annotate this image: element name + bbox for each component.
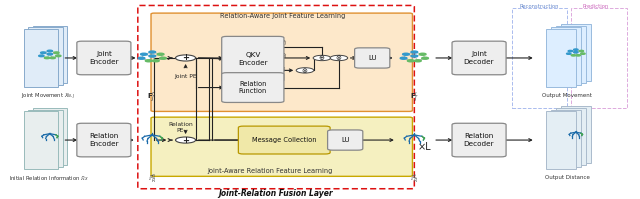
Circle shape: [56, 55, 61, 57]
Text: QKV
Encoder: QKV Encoder: [238, 52, 268, 66]
Text: Relation
PE: Relation PE: [168, 122, 193, 133]
Circle shape: [40, 52, 46, 54]
Text: Prediction: Prediction: [582, 4, 609, 9]
Circle shape: [47, 53, 52, 55]
Text: Reconstruction: Reconstruction: [519, 4, 559, 9]
Circle shape: [573, 52, 578, 53]
FancyBboxPatch shape: [221, 73, 284, 102]
Circle shape: [157, 53, 164, 55]
Circle shape: [573, 49, 578, 50]
Text: +: +: [182, 54, 189, 62]
Circle shape: [175, 137, 196, 143]
Circle shape: [149, 51, 156, 53]
Circle shape: [145, 60, 152, 62]
Circle shape: [576, 55, 580, 56]
Circle shape: [141, 53, 147, 55]
FancyBboxPatch shape: [77, 123, 131, 157]
Circle shape: [38, 55, 44, 57]
FancyBboxPatch shape: [546, 111, 576, 169]
Circle shape: [175, 55, 196, 61]
Circle shape: [411, 51, 418, 53]
Text: Joint-Relation Fusion Layer: Joint-Relation Fusion Layer: [219, 189, 333, 198]
Circle shape: [47, 50, 52, 52]
Text: LU: LU: [341, 137, 349, 143]
FancyBboxPatch shape: [452, 41, 506, 75]
Text: Output Movement: Output Movement: [542, 93, 592, 98]
Text: Message Collection: Message Collection: [252, 137, 317, 143]
Text: Joint PE: Joint PE: [174, 74, 197, 79]
Text: $Q_J$: $Q_J$: [280, 52, 288, 62]
Text: $\otimes$: $\otimes$: [335, 54, 342, 62]
Text: +: +: [182, 136, 189, 144]
FancyBboxPatch shape: [151, 117, 412, 176]
Circle shape: [568, 50, 573, 52]
FancyBboxPatch shape: [77, 41, 131, 75]
Text: Joint
Encoder: Joint Encoder: [89, 51, 118, 65]
Circle shape: [411, 55, 418, 57]
FancyBboxPatch shape: [546, 29, 576, 87]
FancyBboxPatch shape: [33, 25, 67, 83]
Circle shape: [408, 60, 414, 62]
FancyBboxPatch shape: [151, 13, 412, 111]
Text: $\otimes$: $\otimes$: [301, 66, 308, 75]
FancyBboxPatch shape: [561, 24, 591, 81]
Circle shape: [313, 55, 331, 61]
FancyBboxPatch shape: [238, 126, 330, 154]
Text: Relation
Encoder: Relation Encoder: [89, 133, 118, 147]
Text: $\mathbb{F}^L_R$: $\mathbb{F}^L_R$: [410, 173, 419, 186]
Text: ×L: ×L: [417, 142, 431, 152]
Circle shape: [159, 57, 166, 59]
FancyBboxPatch shape: [28, 27, 63, 85]
Text: Joint-Aware Relation Feature Learning: Joint-Aware Relation Feature Learning: [207, 168, 333, 174]
FancyBboxPatch shape: [561, 106, 591, 163]
Text: Relation
Decoder: Relation Decoder: [464, 133, 494, 147]
FancyBboxPatch shape: [328, 130, 363, 150]
FancyBboxPatch shape: [556, 108, 586, 165]
Circle shape: [54, 52, 59, 54]
Text: Relation-Aware Joint Feature Learning: Relation-Aware Joint Feature Learning: [220, 13, 346, 19]
FancyBboxPatch shape: [28, 109, 63, 167]
FancyBboxPatch shape: [452, 123, 506, 157]
Circle shape: [572, 55, 575, 56]
Text: $\mathbb{F}^0_R$: $\mathbb{F}^0_R$: [148, 173, 156, 186]
Text: $f_{RF}(\cdot)$: $f_{RF}(\cdot)$: [262, 85, 278, 94]
Text: Joint
Decoder: Joint Decoder: [464, 51, 494, 65]
Circle shape: [44, 57, 50, 59]
Text: $K_J$: $K_J$: [280, 66, 287, 76]
FancyBboxPatch shape: [550, 27, 581, 85]
Circle shape: [50, 57, 55, 59]
Text: $\oplus$: $\oplus$: [318, 54, 326, 62]
Circle shape: [149, 55, 156, 57]
Text: $V_J$: $V_J$: [280, 39, 287, 49]
Circle shape: [580, 53, 585, 54]
Text: $\mathbf{F}^L_J$: $\mathbf{F}^L_J$: [410, 90, 419, 105]
Circle shape: [152, 60, 159, 62]
FancyBboxPatch shape: [550, 109, 581, 167]
Circle shape: [330, 55, 348, 61]
FancyBboxPatch shape: [33, 108, 67, 165]
Circle shape: [296, 68, 314, 73]
Circle shape: [419, 53, 426, 55]
FancyBboxPatch shape: [556, 25, 586, 83]
FancyBboxPatch shape: [355, 48, 390, 68]
Text: Relation
Function: Relation Function: [239, 81, 267, 94]
FancyBboxPatch shape: [221, 36, 284, 81]
FancyBboxPatch shape: [24, 29, 58, 87]
Circle shape: [566, 53, 571, 54]
Circle shape: [400, 57, 407, 59]
Text: Initial Relation Information $\mathbb{R}_X$: Initial Relation Information $\mathbb{R}…: [9, 174, 88, 183]
FancyBboxPatch shape: [24, 111, 58, 169]
Circle shape: [415, 60, 421, 62]
Text: Joint Movement $X_{N,J}$: Joint Movement $X_{N,J}$: [22, 91, 76, 101]
Circle shape: [403, 53, 410, 55]
Text: $\mathbf{F}^0_J$: $\mathbf{F}^0_J$: [147, 90, 157, 105]
Circle shape: [422, 57, 428, 59]
Text: LU: LU: [368, 55, 376, 61]
Circle shape: [579, 50, 584, 52]
Circle shape: [138, 57, 145, 59]
Text: Output Distance: Output Distance: [545, 175, 589, 180]
